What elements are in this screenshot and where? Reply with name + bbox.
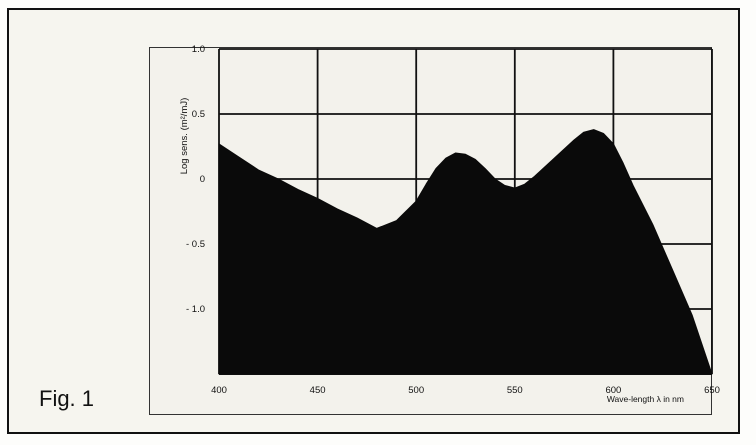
y-axis-label: Log sens. (m²/mJ) [179, 98, 190, 175]
y-tick-label: - 1.0 [186, 304, 205, 315]
tick-labels: 400 450 500 550 600 650 1.0 0.5 0 - 0.5 - 1.0 [186, 44, 720, 396]
figure-label: Fig. 1 [39, 386, 95, 411]
y-tick-label: - 0.5 [186, 239, 205, 250]
y-tick-label: 1.0 [192, 44, 205, 55]
sensitivity-area [218, 129, 713, 375]
x-axis-label: Wave-length λ in nm [607, 394, 684, 404]
y-tick-label: 0.5 [192, 109, 205, 120]
x-tick-label: 400 [211, 385, 227, 396]
x-tick-label: 500 [408, 385, 424, 396]
data-area [218, 129, 713, 375]
x-tick-label: 600 [605, 385, 621, 396]
x-tick-label: 550 [507, 385, 523, 396]
x-tick-label: 650 [704, 385, 720, 396]
x-tick-label: 450 [310, 385, 326, 396]
y-tick-label: 0 [200, 174, 205, 185]
